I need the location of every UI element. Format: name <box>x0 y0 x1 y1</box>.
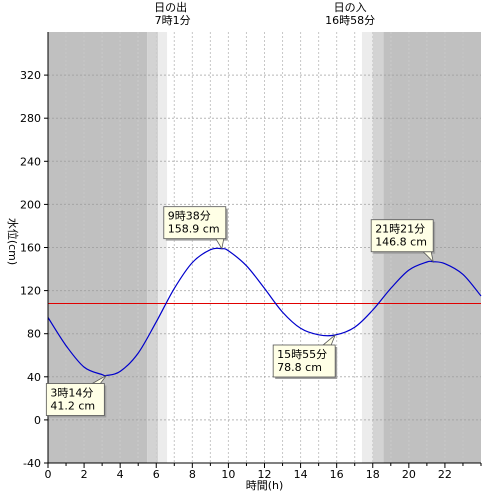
callout-time: 9時38分 <box>168 210 211 223</box>
y-tick-label: 200 <box>20 198 41 211</box>
callout-level: 146.8 cm <box>375 236 427 249</box>
y-tick-label: 240 <box>20 155 41 168</box>
chart-grid <box>48 32 481 463</box>
y-tick-label: 80 <box>27 328 41 341</box>
x-tick-label: 20 <box>402 468 416 481</box>
sunset-label: 日の入 <box>334 1 367 14</box>
y-tick-label: -40 <box>23 457 41 470</box>
x-tick-label: 10 <box>221 468 235 481</box>
sunset-time: 16時58分 <box>325 14 375 27</box>
x-axis-label: 時間(h) <box>246 479 284 492</box>
x-tick-label: 0 <box>45 468 52 481</box>
y-tick-label: 40 <box>27 371 41 384</box>
callout-time: 3時14分 <box>50 387 93 400</box>
tide-level-line <box>47 247 482 377</box>
y-tick-label: 0 <box>34 414 41 427</box>
sunrise-label: 日の出 <box>154 0 187 14</box>
y-axis-label: 水位(cm) <box>6 218 20 265</box>
callout-time: 21時21分 <box>375 223 425 236</box>
callout-box <box>163 206 227 240</box>
y-tick-label: 320 <box>20 69 41 82</box>
x-tick-label: 18 <box>366 468 380 481</box>
callout-time: 15時55分 <box>277 348 327 361</box>
dawn-band <box>361 32 373 463</box>
x-tick-label: 4 <box>117 468 124 481</box>
callout-level: 78.8 cm <box>277 361 322 374</box>
x-tick-label: 12 <box>258 468 272 481</box>
y-axis-ticks: -40 0 40 80 120 160 200 240 280 320 <box>20 69 48 470</box>
x-axis-ticks: 0 2 4 6 8 10 12 14 16 18 20 22 <box>45 463 482 481</box>
x-tick-label: 6 <box>153 468 160 481</box>
callout-box <box>45 383 105 416</box>
x-tick-label: 8 <box>189 468 196 481</box>
sunrise-time: 7時1分 <box>155 14 191 27</box>
dawn-band <box>158 32 168 463</box>
x-tick-label: 22 <box>438 468 452 481</box>
callout-level: 41.2 cm <box>50 400 95 413</box>
y-tick-label: 280 <box>20 112 41 125</box>
callout-level: 158.9 cm <box>168 223 220 236</box>
x-tick-label: 14 <box>294 468 308 481</box>
x-tick-label: 16 <box>330 468 344 481</box>
y-tick-label: 120 <box>20 285 41 298</box>
callout-box <box>370 219 434 253</box>
y-tick-label: 160 <box>20 242 41 255</box>
x-tick-label: 2 <box>81 468 88 481</box>
callout-box <box>272 344 336 378</box>
